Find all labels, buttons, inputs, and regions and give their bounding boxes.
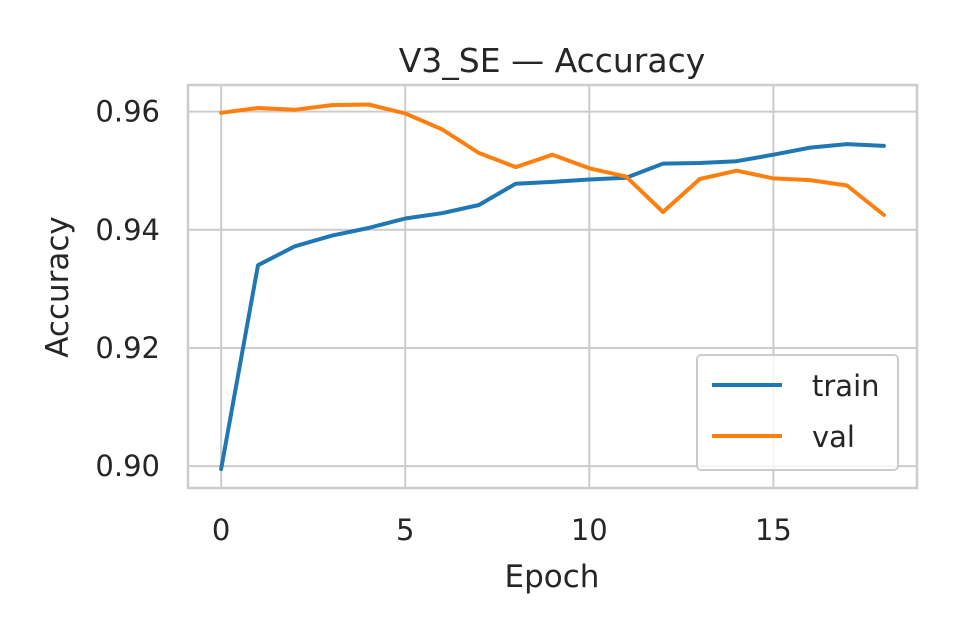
y-tick-labels: 0.90 0.92 0.94 0.96	[95, 95, 160, 484]
x-tick-label: 15	[755, 513, 792, 547]
y-axis-label: Accuracy	[40, 216, 76, 358]
series-line-train	[219, 142, 886, 472]
legend-label-val: val	[812, 420, 855, 454]
series-lines	[219, 102, 886, 472]
y-tick-label: 0.96	[95, 95, 160, 129]
y-tick-label: 0.90	[95, 449, 160, 483]
x-tick-label: 10	[571, 513, 608, 547]
legend: train val	[696, 354, 899, 471]
series-line-val	[219, 102, 886, 217]
chart-title: V3_SE — Accuracy	[399, 41, 706, 80]
y-tick-label: 0.94	[95, 213, 160, 247]
legend-label-train: train	[812, 369, 880, 403]
y-tick-label: 0.92	[95, 331, 160, 365]
x-axis-label: Epoch	[505, 559, 600, 595]
x-tick-label: 5	[396, 513, 414, 547]
grid-lines	[188, 85, 917, 488]
x-tick-labels: 0 5 10 15	[212, 513, 792, 547]
x-tick-label: 0	[212, 513, 230, 547]
plot-frame	[186, 83, 919, 490]
